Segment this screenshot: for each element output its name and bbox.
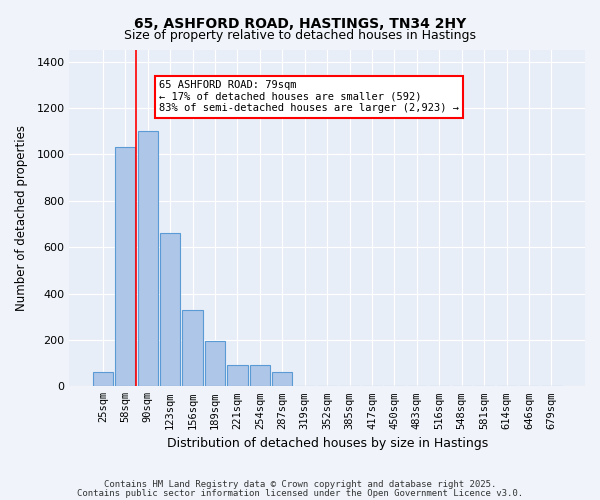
Bar [272,372,292,386]
Bar [160,233,180,386]
Text: Size of property relative to detached houses in Hastings: Size of property relative to detached ho… [124,29,476,42]
Text: Contains HM Land Registry data © Crown copyright and database right 2025.: Contains HM Land Registry data © Crown c… [104,480,496,489]
Bar [93,372,113,386]
Bar [227,366,248,386]
Bar [205,341,225,386]
Bar [137,131,158,386]
Bar [115,148,136,386]
Bar [250,366,270,386]
Bar [182,310,203,386]
Text: Contains public sector information licensed under the Open Government Licence v3: Contains public sector information licen… [77,488,523,498]
Y-axis label: Number of detached properties: Number of detached properties [15,125,28,311]
Text: 65 ASHFORD ROAD: 79sqm
← 17% of detached houses are smaller (592)
83% of semi-de: 65 ASHFORD ROAD: 79sqm ← 17% of detached… [159,80,459,114]
X-axis label: Distribution of detached houses by size in Hastings: Distribution of detached houses by size … [167,437,488,450]
Text: 65, ASHFORD ROAD, HASTINGS, TN34 2HY: 65, ASHFORD ROAD, HASTINGS, TN34 2HY [134,18,466,32]
